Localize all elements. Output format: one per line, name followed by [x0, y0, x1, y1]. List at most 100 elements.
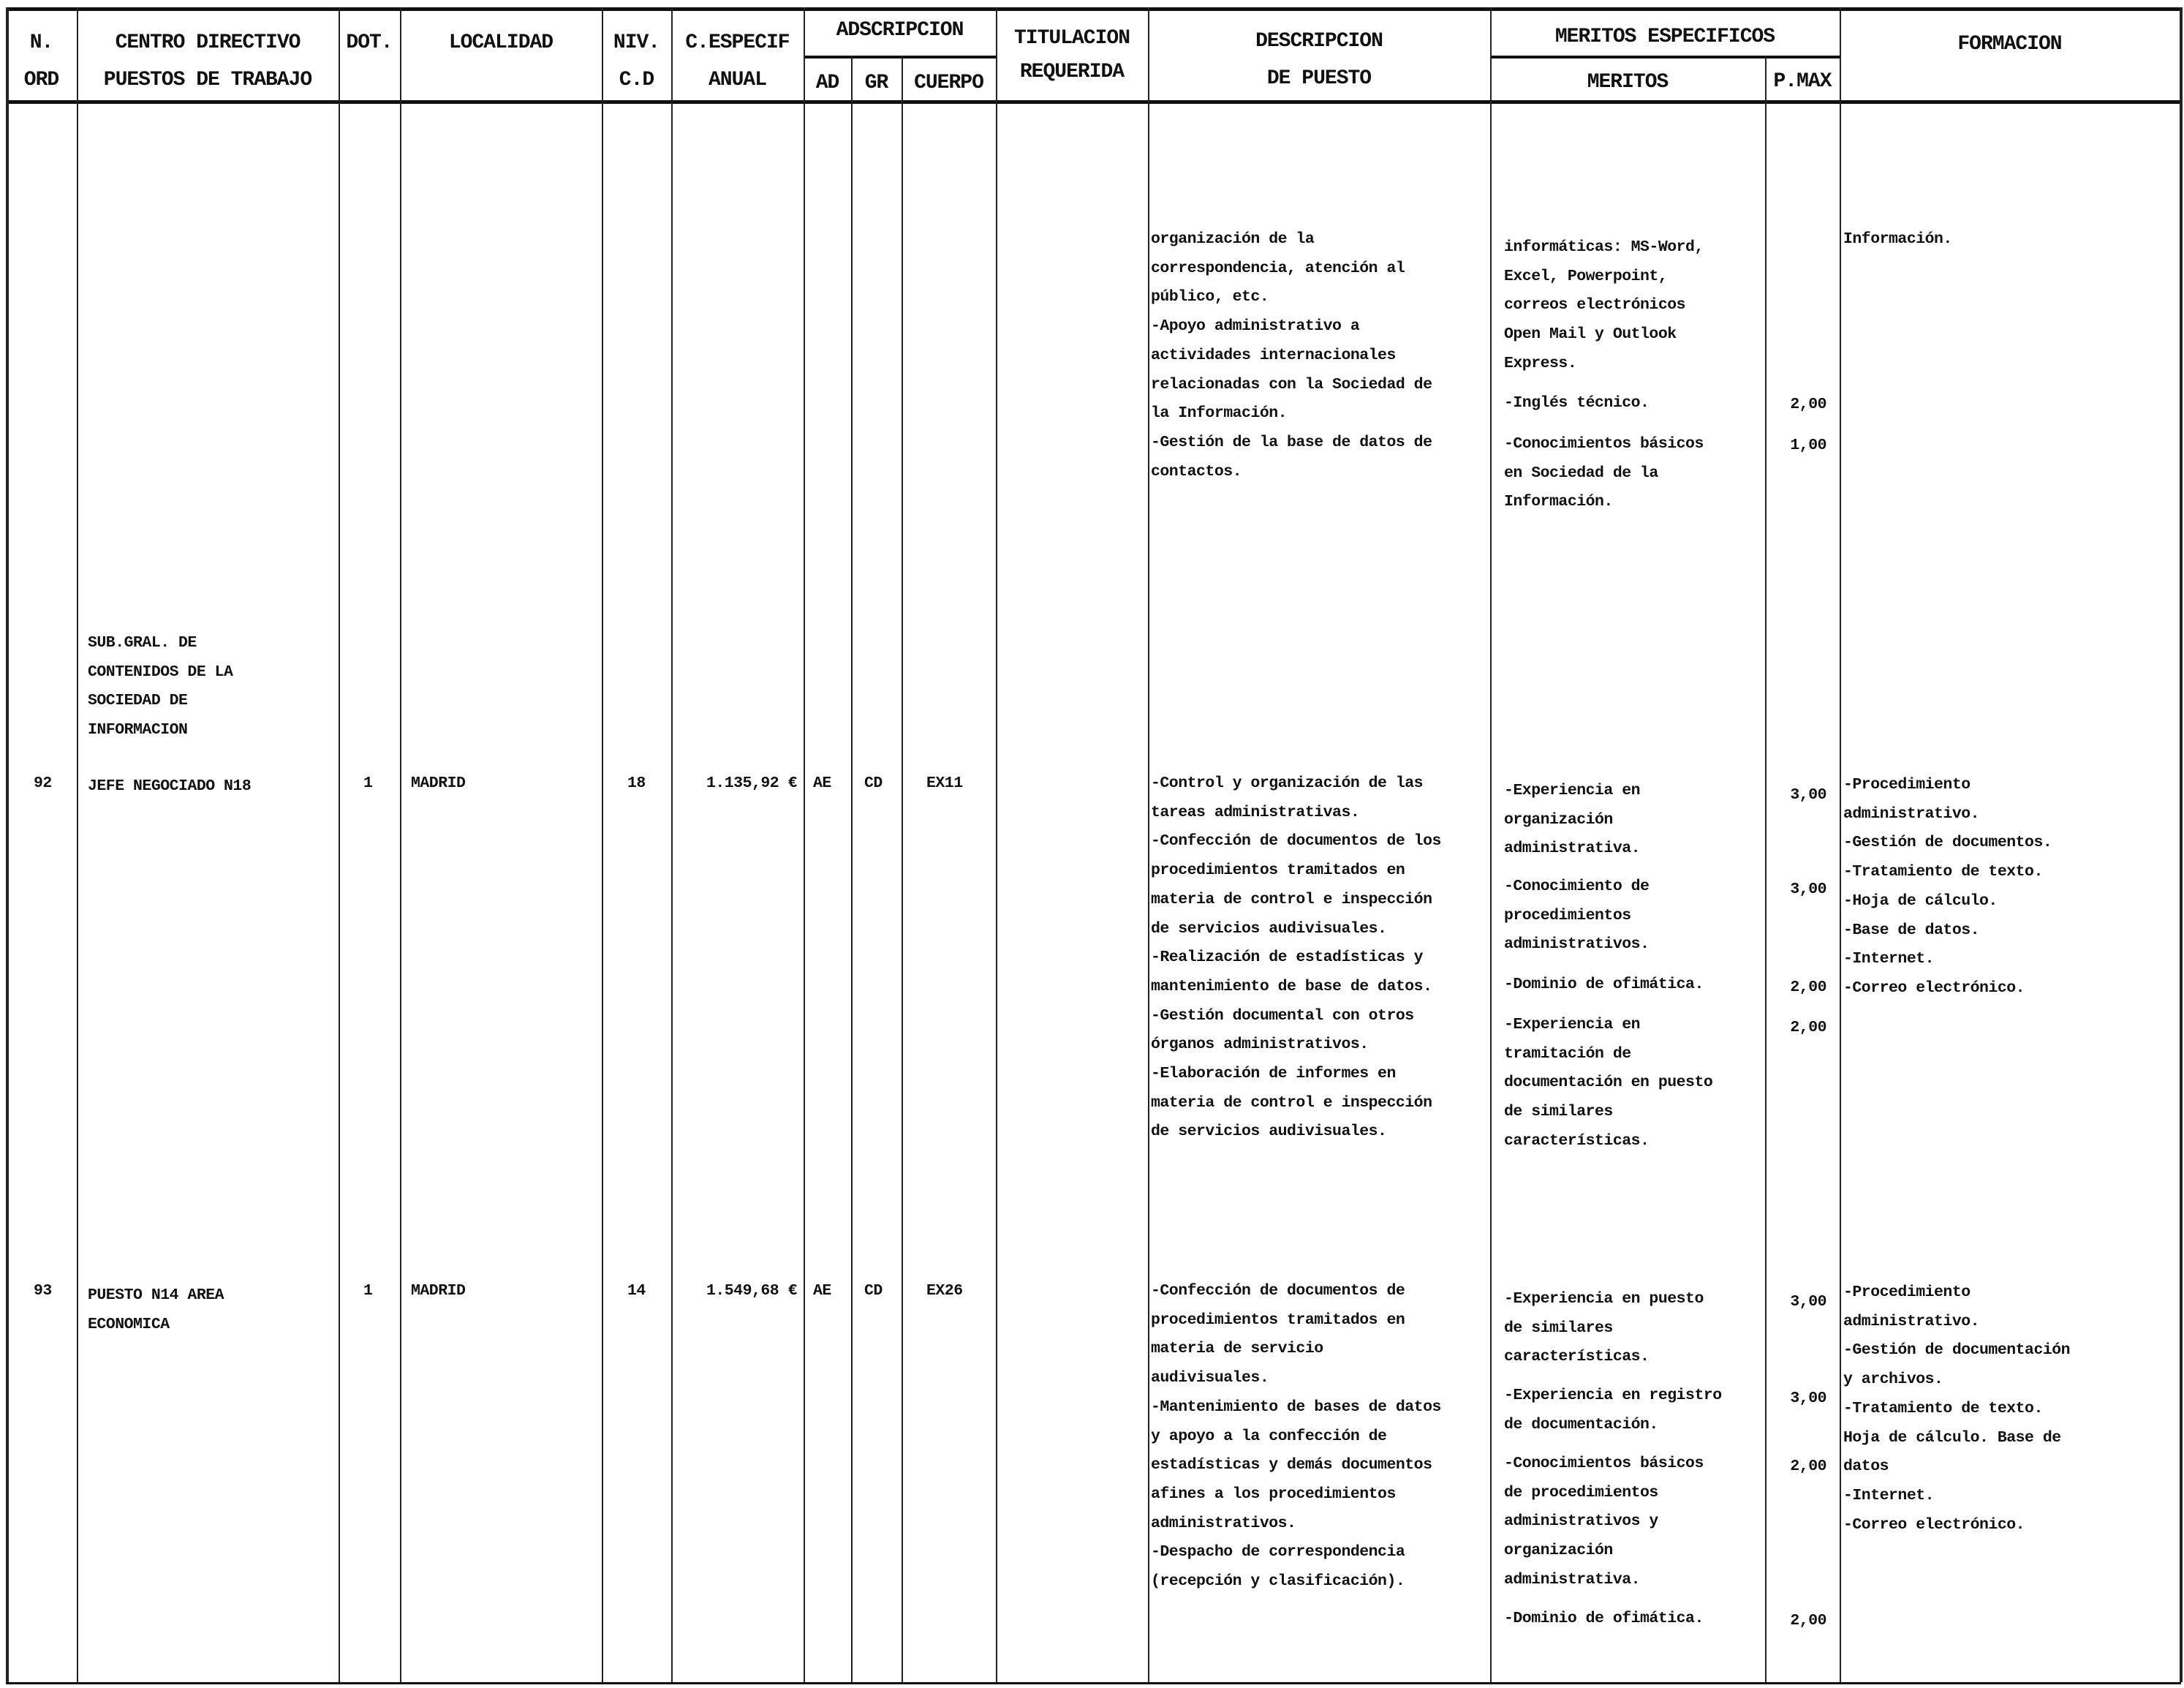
header-localidad: LOCALIDAD [448, 31, 553, 54]
header-gr: GR [864, 72, 889, 94]
localidad: MADRID [411, 1282, 466, 1300]
header-dot: DOT. [346, 31, 393, 54]
localidad: MADRID [411, 775, 466, 792]
merit-line: Información. [1504, 493, 1613, 511]
adscripcion-cuerpo: EX26 [926, 1282, 963, 1300]
job-description-line: (recepción y clasificación). [1151, 1572, 1405, 1590]
header-cuerpo: CUERPO [914, 72, 984, 94]
adscripcion-cuerpo: EX11 [926, 775, 963, 792]
header-descripcion: DESCRIPCION [1255, 30, 1383, 53]
job-description-line: de servicios audivisuales. [1151, 1123, 1387, 1141]
job-description-line: -Realización de estadísticas y [1151, 949, 1424, 967]
column-divider [1765, 56, 1767, 1682]
column-divider [2180, 7, 2183, 1682]
header-formacion: FORMACION [1957, 33, 2062, 56]
merit-max-points: 1,00 [1790, 437, 1826, 454]
merit-line: informáticas: MS-Word, [1504, 238, 1704, 256]
column-divider [851, 56, 853, 1682]
table-bottom-border [6, 1682, 2181, 1684]
complemento-especifico: 1.549,68 € [706, 1282, 798, 1300]
job-title: PUESTO N14 AREA [88, 1286, 224, 1304]
job-description-line: -Apoyo administrativo a [1151, 317, 1360, 336]
merit-max-points: 2,00 [1790, 1019, 1826, 1036]
training-line: -Gestión de documentación [1843, 1341, 2071, 1360]
column-divider [602, 7, 603, 1682]
header-bottom-border [6, 100, 2181, 104]
table-top-border [6, 7, 2181, 11]
job-description-line: afines a los procedimientos [1151, 1485, 1396, 1503]
job-description-line: -Elaboración de informes en [1151, 1065, 1396, 1082]
header-centro-directivo: CENTRO DIRECTIVO [115, 31, 301, 54]
training-line: -Tratamiento de texto. [1843, 1399, 2043, 1417]
merit-line: de similares [1504, 1103, 1613, 1121]
job-description-line: organización de la [1151, 230, 1315, 248]
job-description-line: tareas administrativas. [1151, 803, 1360, 821]
job-description-line: materia de control e inspección [1151, 1093, 1432, 1112]
header-puestos-de-trabajo: PUESTOS DE TRABAJO [103, 69, 312, 91]
merit-line: de similares [1504, 1319, 1613, 1337]
merit-line: -Experiencia en registro [1504, 1387, 1722, 1404]
column-divider [671, 7, 673, 1682]
header-meritos-especificos: MERITOS ESPECIFICOS [1554, 26, 1775, 48]
merit-max-points: 3,00 [1790, 1293, 1826, 1311]
unit-name: INFORMACION [88, 721, 188, 739]
job-description-line: -Control y organización de las [1151, 775, 1424, 792]
column-divider [77, 7, 78, 1682]
column-divider [996, 7, 997, 1682]
job-description-line: mantenimiento de base de datos. [1151, 977, 1432, 995]
merit-line: organización [1504, 810, 1613, 829]
column-divider [400, 7, 401, 1682]
header-cd: C.D [619, 69, 654, 91]
job-description-line: y apoyo a la confección de [1151, 1427, 1387, 1445]
adscripcion-ad: AE [813, 1282, 831, 1300]
merit-max-points: 3,00 [1790, 881, 1826, 898]
job-description-line: -Despacho de correspondencia [1151, 1543, 1405, 1561]
merit-line: Excel, Powerpoint, [1504, 267, 1668, 285]
header-titulacion: TITULACION [1013, 27, 1130, 50]
merit-max-points: 2,00 [1790, 979, 1826, 996]
merit-line: administrativos y [1504, 1512, 1658, 1531]
training-line: -Tratamiento de texto. [1843, 863, 2043, 881]
unit-name: CONTENIDOS DE LA [88, 663, 233, 681]
row-number: 92 [34, 775, 52, 792]
job-description-line: materia de servicio [1151, 1340, 1323, 1358]
merit-line: -Conocimientos básicos [1504, 1455, 1704, 1472]
complemento-especifico: 1.135,92 € [706, 775, 798, 792]
merit-line: Express. [1504, 354, 1577, 372]
merit-line: -Experiencia en puesto [1504, 1290, 1704, 1308]
column-divider [1148, 7, 1149, 1682]
job-title: JEFE NEGOCIADO N18 [88, 777, 252, 795]
header-adscripcion: ADSCRIPCION [836, 19, 964, 42]
job-description-line: de servicios audivisuales. [1151, 919, 1387, 938]
training-line: -Procedimiento [1843, 1284, 1970, 1301]
column-divider [1490, 7, 1492, 1682]
merit-line: -Conocimiento de [1504, 878, 1650, 895]
merit-line: administrativa. [1504, 1570, 1641, 1589]
merit-line: -Inglés técnico. [1504, 394, 1650, 412]
dotacion: 1 [363, 775, 373, 792]
training-line: y archivos. [1843, 1371, 1943, 1389]
merit-line: tramitación de [1504, 1044, 1631, 1063]
merit-line: correos electrónicos [1504, 296, 1686, 314]
header-n: N. [29, 31, 54, 54]
column-divider [339, 7, 340, 1682]
merit-max-points: 2,00 [1790, 1458, 1826, 1475]
header-de-puesto: DE PUESTO [1266, 67, 1372, 90]
training-line: administrativo. [1843, 1312, 1980, 1330]
header-meritos: MERITOS [1587, 71, 1669, 94]
training-line: Hoja de cálculo. Base de [1843, 1428, 2061, 1447]
header-ad: AD [815, 72, 840, 94]
job-description-line: materia de control e inspección [1151, 890, 1432, 908]
adscripcion-gr: CD [864, 775, 883, 792]
adscripcion-gr: CD [864, 1282, 883, 1300]
job-description-line: público, etc. [1151, 288, 1269, 306]
merit-max-points: 2,00 [1790, 1612, 1826, 1629]
training-line: -Gestión de documentos. [1843, 834, 2052, 852]
merit-line: -Dominio de ofimática. [1504, 976, 1704, 993]
merit-max-points: 3,00 [1790, 1390, 1826, 1407]
header-pmax: P.MAX [1773, 70, 1832, 93]
row-number: 93 [34, 1282, 52, 1300]
training-line: -Internet. [1843, 950, 1935, 968]
merit-line: documentación en puesto [1504, 1074, 1713, 1092]
